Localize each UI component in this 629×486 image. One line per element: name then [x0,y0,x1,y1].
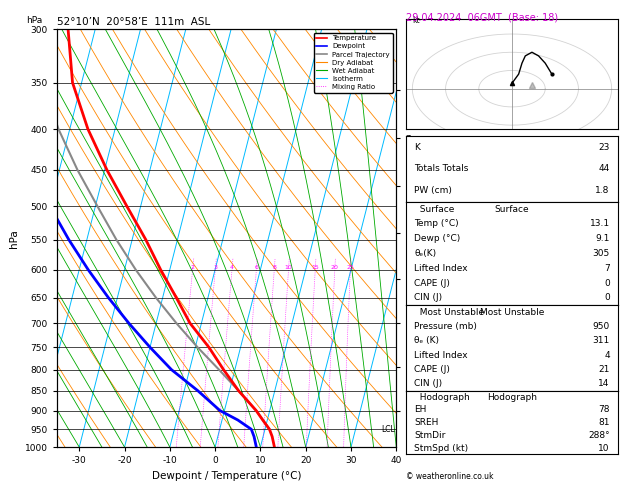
Text: 13.1: 13.1 [589,219,610,228]
Text: SREH: SREH [415,418,438,427]
Text: 9.1: 9.1 [596,234,610,243]
Text: θₑ(K): θₑ(K) [415,249,437,258]
Text: Most Unstable: Most Unstable [415,308,484,317]
Text: © weatheronline.co.uk: © weatheronline.co.uk [406,472,493,481]
Text: 15: 15 [311,265,319,270]
Text: EH: EH [415,405,426,415]
Text: 311: 311 [593,336,610,346]
Text: 4: 4 [230,265,234,270]
Text: Surface: Surface [415,205,455,213]
Text: Lifted Index: Lifted Index [415,350,468,360]
Text: Dewp (°C): Dewp (°C) [415,234,460,243]
Text: 305: 305 [593,249,610,258]
Text: 21: 21 [598,365,610,374]
Text: Hodograph: Hodograph [415,393,470,401]
Legend: Temperature, Dewpoint, Parcel Trajectory, Dry Adiabat, Wet Adiabat, Isotherm, Mi: Temperature, Dewpoint, Parcel Trajectory… [314,33,392,93]
Text: 10: 10 [598,444,610,452]
Text: CAPE (J): CAPE (J) [415,278,450,288]
Text: 6: 6 [254,265,259,270]
Text: 950: 950 [593,322,610,331]
Text: hPa: hPa [26,16,42,25]
Text: 288°: 288° [588,431,610,440]
Text: Pressure (mb): Pressure (mb) [415,322,477,331]
Text: Most Unstable: Most Unstable [480,308,544,317]
Text: 23: 23 [598,142,610,152]
Text: StmSpd (kt): StmSpd (kt) [415,444,469,452]
Text: 8: 8 [272,265,276,270]
Text: 20: 20 [331,265,339,270]
Text: Surface: Surface [494,205,530,213]
Text: 0: 0 [604,294,610,302]
Text: 7: 7 [604,264,610,273]
Text: 44: 44 [599,164,610,174]
Text: CIN (J): CIN (J) [415,379,442,388]
Text: 29.04.2024  06GMT  (Base: 18): 29.04.2024 06GMT (Base: 18) [406,12,558,22]
Text: PW (cm): PW (cm) [415,186,452,195]
Text: 4: 4 [604,350,610,360]
Text: CIN (J): CIN (J) [415,294,442,302]
Y-axis label: km
ASL: km ASL [413,230,433,246]
Text: 78: 78 [598,405,610,415]
Text: Lifted Index: Lifted Index [415,264,468,273]
Text: 1.8: 1.8 [596,186,610,195]
Text: 3: 3 [213,265,217,270]
Text: 81: 81 [598,418,610,427]
Text: Hodograph: Hodograph [487,393,537,401]
Text: K: K [415,142,420,152]
Text: kt: kt [413,16,420,25]
Text: StmDir: StmDir [415,431,445,440]
Text: 14: 14 [598,379,610,388]
Text: 52°10’N  20°58’E  111m  ASL: 52°10’N 20°58’E 111m ASL [57,17,210,27]
Text: 10: 10 [285,265,292,270]
Text: LCL: LCL [381,425,395,434]
Text: 2: 2 [191,265,194,270]
Text: Temp (°C): Temp (°C) [415,219,459,228]
Text: Totals Totals: Totals Totals [415,164,469,174]
Text: 0: 0 [604,278,610,288]
X-axis label: Dewpoint / Temperature (°C): Dewpoint / Temperature (°C) [152,471,301,481]
Text: 25: 25 [347,265,354,270]
Y-axis label: hPa: hPa [9,229,19,247]
Text: CAPE (J): CAPE (J) [415,365,450,374]
Text: θₑ (K): θₑ (K) [415,336,439,346]
